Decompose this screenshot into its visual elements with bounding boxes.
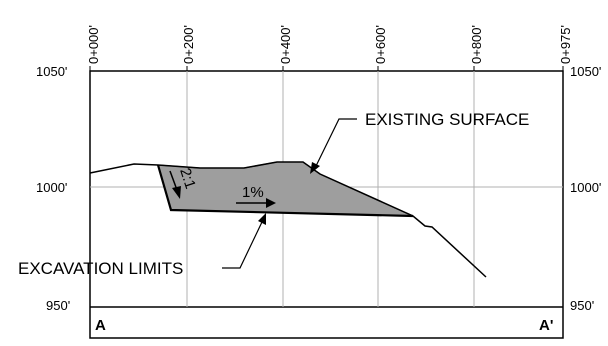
grade-label: 1% (242, 184, 264, 201)
station-ticks (89, 66, 564, 71)
grade-arrow (236, 198, 276, 208)
existing-surface-line (89, 161, 487, 278)
station-label-0: 0+000' (86, 25, 101, 64)
profile-frame (89, 70, 564, 339)
station-label-4: 0+800' (469, 25, 484, 64)
section-label-start: A (95, 317, 106, 334)
station-label-5: 0+975' (558, 25, 573, 64)
elevation-label-top-left: 1050' (36, 64, 67, 79)
elevation-label-bottom-left: 950' (46, 298, 70, 313)
section-label-end: A' (539, 317, 553, 334)
excavation-limits-line (156, 164, 414, 218)
station-label-2: 0+400' (278, 25, 293, 64)
excavation-limits-leader (222, 213, 266, 269)
excavation-area (157, 161, 414, 217)
station-label-1: 0+200' (181, 25, 196, 64)
elevation-label-top-right: 1050' (570, 64, 601, 79)
elevation-label-bottom-right: 950' (570, 298, 594, 313)
slope-label: 2:1 (176, 166, 199, 191)
slope-arrow (169, 170, 181, 199)
existing-surface-leader (310, 118, 357, 174)
station-label-3: 0+600' (373, 25, 388, 64)
excavation-limits-callout: EXCAVATION LIMITS (18, 259, 183, 278)
existing-surface-callout: EXISTING SURFACE (365, 110, 529, 129)
station-labels: 0+000' 0+200' 0+400' 0+600' 0+800' 0+975… (86, 25, 573, 64)
elevation-label-mid-right: 1000' (570, 180, 601, 195)
elevation-label-mid-left: 1000' (36, 180, 67, 195)
